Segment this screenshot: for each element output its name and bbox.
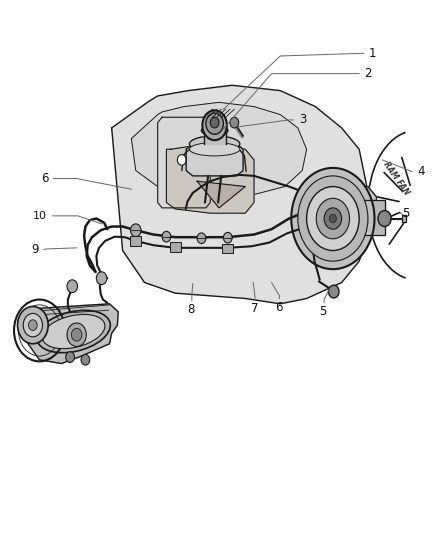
Polygon shape bbox=[166, 144, 254, 213]
Circle shape bbox=[177, 155, 186, 165]
Text: 2: 2 bbox=[364, 67, 372, 80]
Polygon shape bbox=[186, 144, 243, 176]
Circle shape bbox=[81, 354, 90, 365]
Circle shape bbox=[298, 176, 368, 261]
Circle shape bbox=[210, 117, 219, 128]
Polygon shape bbox=[204, 131, 226, 144]
Polygon shape bbox=[298, 187, 377, 245]
Circle shape bbox=[316, 198, 350, 239]
Circle shape bbox=[131, 224, 141, 237]
Circle shape bbox=[324, 208, 342, 229]
Ellipse shape bbox=[42, 314, 105, 349]
Circle shape bbox=[67, 280, 78, 293]
Ellipse shape bbox=[201, 126, 228, 135]
Circle shape bbox=[329, 214, 336, 223]
Polygon shape bbox=[197, 181, 245, 208]
Circle shape bbox=[71, 328, 82, 341]
Polygon shape bbox=[112, 85, 368, 304]
Circle shape bbox=[96, 272, 107, 285]
Circle shape bbox=[67, 323, 86, 346]
Text: RAM FAN: RAM FAN bbox=[381, 160, 411, 197]
Text: 10: 10 bbox=[33, 211, 47, 221]
Ellipse shape bbox=[37, 310, 110, 353]
Circle shape bbox=[18, 306, 48, 344]
Text: 5: 5 bbox=[320, 305, 327, 318]
Circle shape bbox=[328, 285, 339, 298]
Bar bbox=[222, 244, 233, 253]
Ellipse shape bbox=[189, 142, 240, 156]
Circle shape bbox=[291, 168, 374, 269]
Circle shape bbox=[202, 110, 227, 140]
Polygon shape bbox=[158, 117, 210, 208]
Circle shape bbox=[28, 320, 37, 330]
Polygon shape bbox=[359, 200, 385, 235]
Circle shape bbox=[206, 113, 223, 134]
Circle shape bbox=[66, 352, 74, 362]
Polygon shape bbox=[402, 215, 406, 222]
Text: 8: 8 bbox=[188, 303, 195, 316]
Circle shape bbox=[223, 232, 232, 243]
Circle shape bbox=[162, 231, 171, 242]
Polygon shape bbox=[26, 304, 118, 364]
Circle shape bbox=[307, 187, 359, 251]
Circle shape bbox=[197, 233, 206, 244]
Circle shape bbox=[378, 211, 391, 227]
Circle shape bbox=[230, 117, 239, 128]
Ellipse shape bbox=[189, 136, 240, 152]
Polygon shape bbox=[131, 102, 307, 197]
Text: 1: 1 bbox=[369, 47, 376, 60]
Text: 6: 6 bbox=[41, 172, 48, 185]
Text: 9: 9 bbox=[31, 243, 39, 256]
Text: 4: 4 bbox=[417, 165, 424, 178]
Circle shape bbox=[23, 313, 42, 337]
Bar bbox=[170, 242, 181, 252]
Text: 6: 6 bbox=[275, 301, 283, 313]
Bar bbox=[130, 236, 141, 246]
Text: 5: 5 bbox=[402, 207, 410, 220]
Text: 7: 7 bbox=[251, 302, 258, 314]
Text: 3: 3 bbox=[299, 114, 306, 126]
